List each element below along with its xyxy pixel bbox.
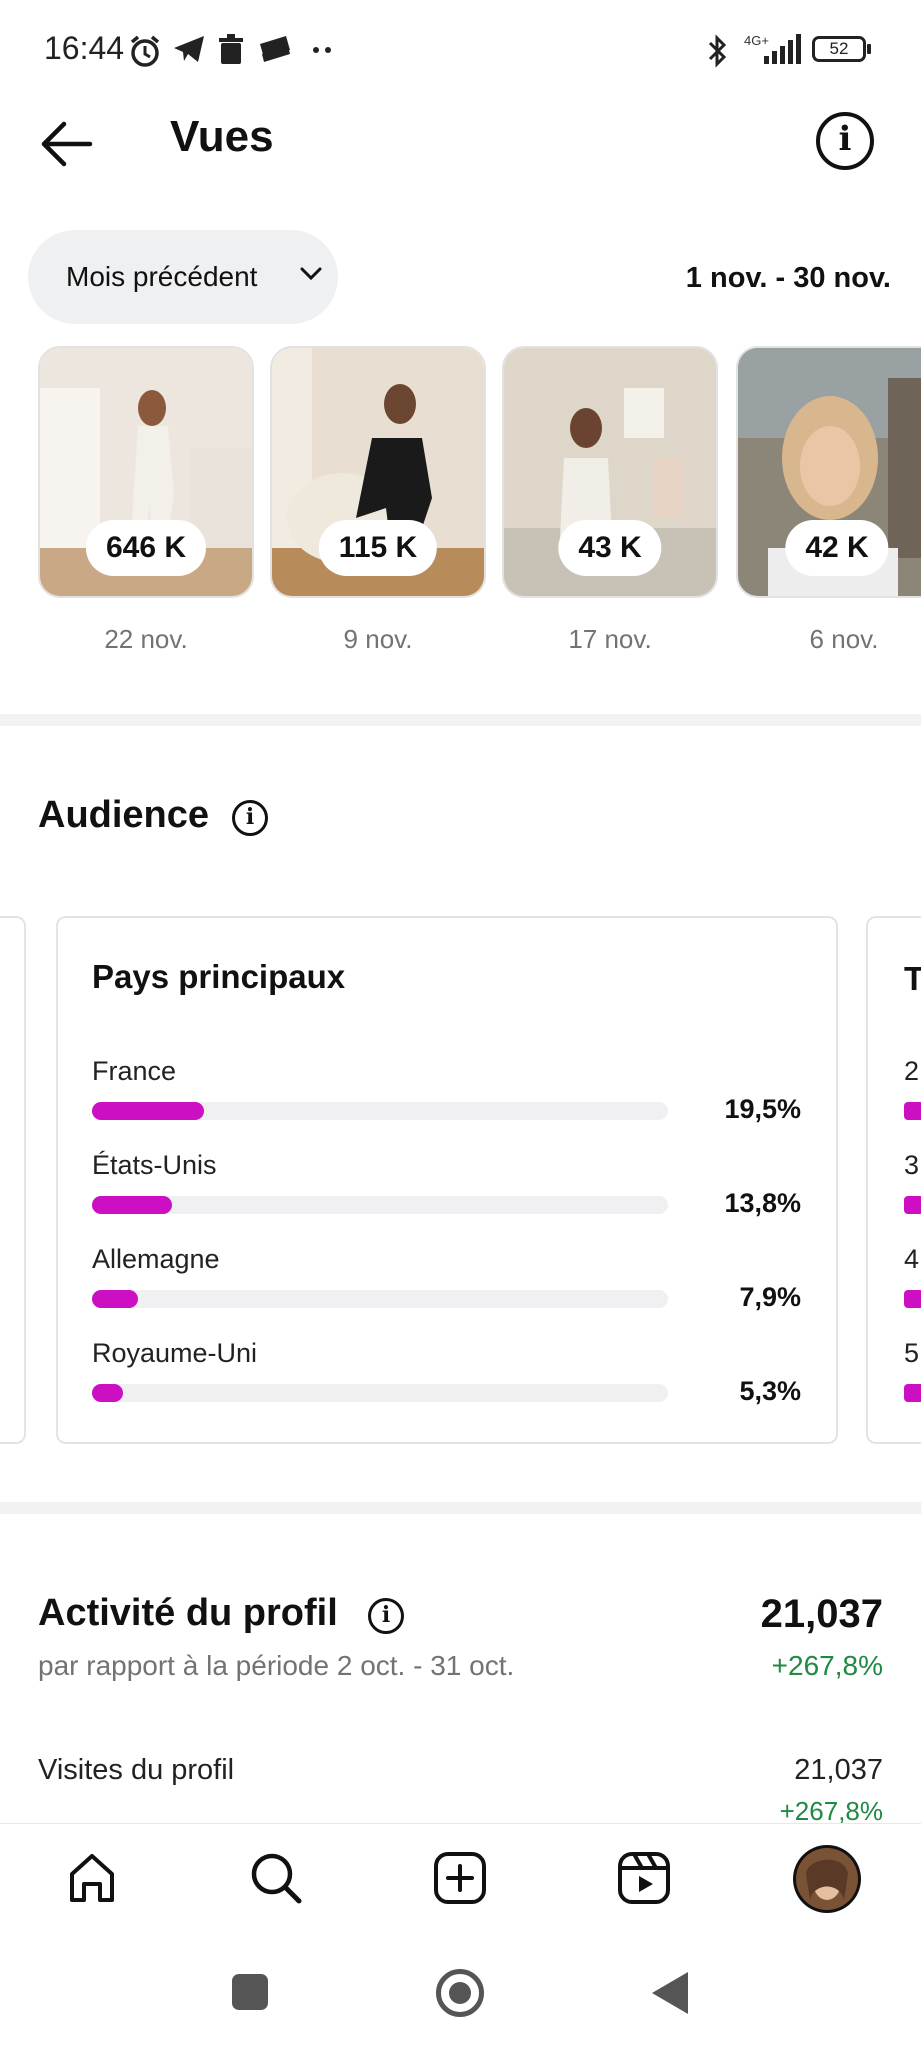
battery-icon: 52 bbox=[812, 36, 866, 62]
date-range: 1 nov. - 30 nov. bbox=[685, 262, 891, 294]
battery-tip bbox=[867, 44, 871, 54]
activity-info-icon[interactable]: i bbox=[368, 1598, 404, 1634]
view-count-badge: 43 K bbox=[558, 520, 662, 576]
view-count-badge: 115 K bbox=[318, 520, 438, 576]
signal-icon bbox=[764, 34, 801, 64]
page-title: Vues bbox=[170, 112, 274, 161]
post-thumbnail[interactable]: 115 K bbox=[270, 346, 486, 598]
card-title: Pays principaux bbox=[92, 958, 346, 995]
home-button-icon[interactable] bbox=[436, 1969, 484, 2017]
country-percent: 7,9% bbox=[739, 1282, 801, 1312]
next-card-peek[interactable] bbox=[866, 916, 921, 1444]
payment-card-icon bbox=[260, 36, 290, 62]
activity-subtitle: par rapport à la période 2 oct. - 31 oct… bbox=[38, 1650, 515, 1681]
country-label: Royaume-Uni bbox=[92, 1338, 258, 1368]
post-image bbox=[504, 348, 716, 596]
next-card-row-peek: 5 bbox=[904, 1338, 920, 1368]
next-card-row-peek: 2 bbox=[904, 1056, 920, 1086]
period-dropdown-label: Mois précédent bbox=[66, 261, 258, 292]
next-card-bar-peek bbox=[904, 1290, 921, 1308]
search-icon[interactable] bbox=[248, 1850, 304, 1906]
back-triangle-icon[interactable] bbox=[650, 1970, 690, 2016]
info-icon[interactable]: i bbox=[816, 112, 874, 170]
country-bar-track bbox=[92, 1196, 668, 1214]
status-time: 16:44 bbox=[44, 30, 125, 66]
country-bar-track bbox=[92, 1290, 668, 1308]
country-label: États-Unis bbox=[92, 1150, 217, 1180]
network-type: 4G+ bbox=[744, 33, 769, 48]
reels-icon[interactable] bbox=[616, 1850, 672, 1906]
previous-card-peek[interactable] bbox=[0, 916, 26, 1444]
battery-level: 52 bbox=[829, 39, 849, 58]
country-bar-fill bbox=[92, 1196, 172, 1214]
create-icon[interactable] bbox=[432, 1850, 488, 1906]
back-arrow-icon[interactable] bbox=[36, 118, 96, 170]
post-thumbnail[interactable]: 43 K bbox=[502, 346, 718, 598]
country-percent: 19,5% bbox=[724, 1094, 801, 1124]
post-date: 22 nov. bbox=[104, 624, 188, 654]
profile-visits-label[interactable]: Visites du profil bbox=[38, 1754, 235, 1786]
post-thumbnail[interactable]: 646 K bbox=[38, 346, 254, 598]
alarm-icon bbox=[130, 35, 160, 67]
profile-visits-value: 21,037 bbox=[794, 1754, 883, 1786]
country-bar-track bbox=[92, 1384, 668, 1402]
more-notifications-icon bbox=[313, 47, 331, 53]
bluetooth-icon bbox=[708, 34, 727, 68]
country-bar-fill bbox=[92, 1384, 123, 1402]
country-percent: 5,3% bbox=[739, 1376, 801, 1406]
post-date: 6 nov. bbox=[809, 624, 879, 654]
post-date: 17 nov. bbox=[568, 624, 652, 654]
profile-avatar[interactable] bbox=[792, 1844, 862, 1914]
recent-apps-icon[interactable] bbox=[232, 1974, 268, 2010]
profile-visits-change: +267,8% bbox=[779, 1796, 883, 1826]
top-countries-card bbox=[56, 916, 838, 1444]
audience-info-icon[interactable]: i bbox=[232, 800, 268, 836]
view-count-badge: 646 K bbox=[85, 520, 207, 576]
activity-total: 21,037 bbox=[760, 1592, 883, 1636]
next-card-row-peek: 4 bbox=[904, 1244, 920, 1274]
country-bar-fill bbox=[92, 1102, 205, 1120]
post-thumbnail[interactable]: 42 K bbox=[736, 346, 921, 598]
next-card-bar-peek bbox=[904, 1384, 921, 1402]
period-dropdown[interactable]: Mois précédent bbox=[28, 230, 338, 324]
section-divider bbox=[0, 1502, 921, 1514]
bottom-navigation bbox=[0, 1823, 921, 1940]
trash-icon bbox=[219, 34, 243, 64]
chevron-down-icon bbox=[300, 267, 322, 281]
next-card-title-peek: T bbox=[904, 960, 921, 997]
home-icon[interactable] bbox=[64, 1850, 120, 1906]
section-divider bbox=[0, 714, 921, 726]
audience-title: Audience bbox=[38, 794, 210, 836]
country-bar-track bbox=[92, 1102, 668, 1120]
post-date: 9 nov. bbox=[343, 624, 413, 654]
activity-title: Activité du profil bbox=[38, 1592, 338, 1634]
next-card-row-peek: 3 bbox=[904, 1150, 920, 1180]
country-bar-fill bbox=[92, 1290, 138, 1308]
country-percent: 13,8% bbox=[724, 1188, 801, 1218]
next-card-bar-peek bbox=[904, 1102, 921, 1120]
country-label: Allemagne bbox=[92, 1244, 220, 1274]
telegram-icon bbox=[174, 36, 204, 62]
next-card-bar-peek bbox=[904, 1196, 921, 1214]
system-navigation bbox=[0, 1940, 921, 2048]
view-count-badge: 42 K bbox=[785, 520, 889, 576]
activity-change: +267,8% bbox=[771, 1650, 883, 1681]
country-label: France bbox=[92, 1056, 177, 1086]
